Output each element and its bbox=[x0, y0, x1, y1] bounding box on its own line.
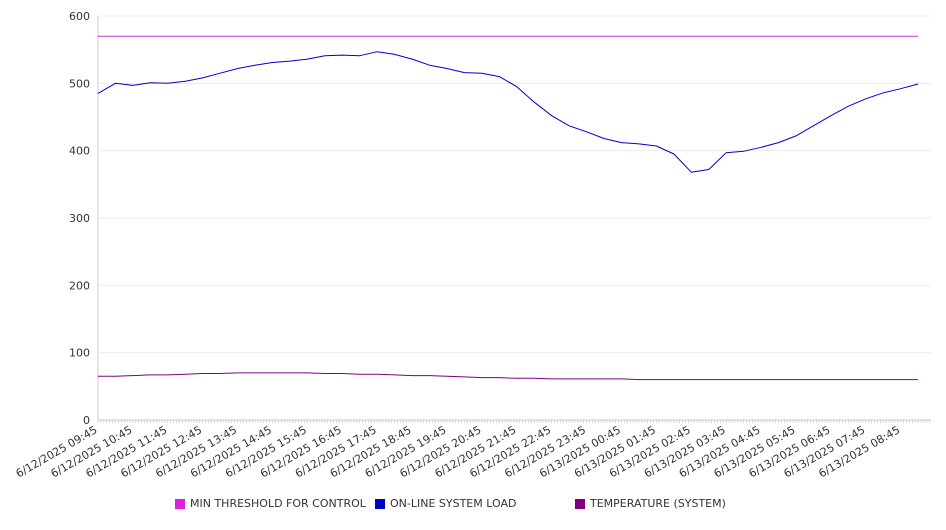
legend-label-temperature: TEMPERATURE (SYSTEM) bbox=[590, 497, 726, 510]
series-line-temperature bbox=[98, 372, 919, 381]
x-tick-labels: 6/12/2025 09:456/12/2025 10:456/12/2025 … bbox=[14, 423, 903, 480]
y-tick-label: 0 bbox=[83, 414, 90, 427]
legend-swatch-online-load bbox=[375, 498, 385, 509]
y-tick-label: 500 bbox=[69, 77, 90, 90]
y-tick-label: 300 bbox=[69, 212, 90, 225]
legend-item-online-load: ON-LINE SYSTEM LOAD bbox=[375, 497, 516, 510]
y-tick-label: 100 bbox=[69, 347, 90, 360]
legend-swatch-temperature bbox=[575, 498, 585, 509]
legend-swatch-min-threshold bbox=[175, 498, 185, 509]
legend-label-min-threshold: MIN THRESHOLD FOR CONTROL bbox=[190, 497, 366, 510]
legend-label-online-load: ON-LINE SYSTEM LOAD bbox=[390, 497, 517, 510]
legend: MIN THRESHOLD FOR CONTROL ON-LINE SYSTEM… bbox=[0, 497, 946, 517]
axes bbox=[97, 16, 931, 423]
gridlines bbox=[98, 15, 931, 354]
y-tick-labels: 0 100 200 300 400 500 600 bbox=[69, 10, 90, 427]
y-tick-label: 200 bbox=[69, 279, 90, 292]
y-tick-label: 400 bbox=[69, 145, 90, 158]
series-line-online-load bbox=[97, 51, 919, 173]
series-lines bbox=[97, 35, 919, 381]
y-tick-label: 600 bbox=[69, 10, 90, 23]
legend-item-min-threshold: MIN THRESHOLD FOR CONTROL bbox=[175, 497, 366, 510]
legend-item-temperature: TEMPERATURE (SYSTEM) bbox=[575, 497, 726, 510]
